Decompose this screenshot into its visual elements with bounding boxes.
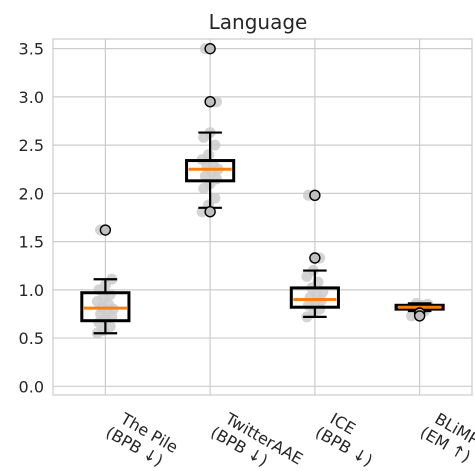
y-tick-label: 1.5	[19, 233, 44, 252]
chart-title: Language	[209, 10, 308, 34]
x-tick-label: BLiMP(EM ↑)	[417, 406, 475, 466]
outlier-point	[310, 253, 320, 263]
grid-layer	[53, 39, 472, 395]
y-tick-label: 3.0	[19, 88, 44, 107]
outlier-point	[205, 97, 215, 107]
plot-frame	[53, 39, 472, 395]
data-point	[203, 149, 214, 160]
boxes-layer	[82, 43, 443, 339]
y-tick-label: 2.0	[19, 184, 44, 203]
y-tick-label: 0.5	[19, 329, 44, 348]
y-tick-label: 0.0	[19, 377, 44, 396]
box-group	[396, 298, 443, 322]
x-tick-label: ICE(BPB ↓)	[312, 406, 385, 470]
y-axis-ticks: 0.0 0.5 1.0 1.5 2.0 2.5 3.0 3.5	[19, 40, 44, 397]
outlier-point	[205, 44, 215, 54]
outlier-point	[415, 311, 425, 321]
x-tick-label: The Pile(BPB ↓)	[103, 406, 182, 471]
x-tick-label: TwitterAAE(BPB ↓)	[207, 406, 306, 471]
y-tick-label: 3.5	[19, 40, 44, 59]
y-tick-label: 1.0	[19, 281, 44, 300]
outlier-point	[100, 225, 110, 235]
y-tick-label: 2.5	[19, 136, 44, 155]
outlier-point	[205, 207, 215, 217]
outlier-point	[310, 190, 320, 200]
x-axis-ticks: The Pile(BPB ↓) TwitterAAE(BPB ↓) ICE(BPB …	[103, 406, 475, 471]
